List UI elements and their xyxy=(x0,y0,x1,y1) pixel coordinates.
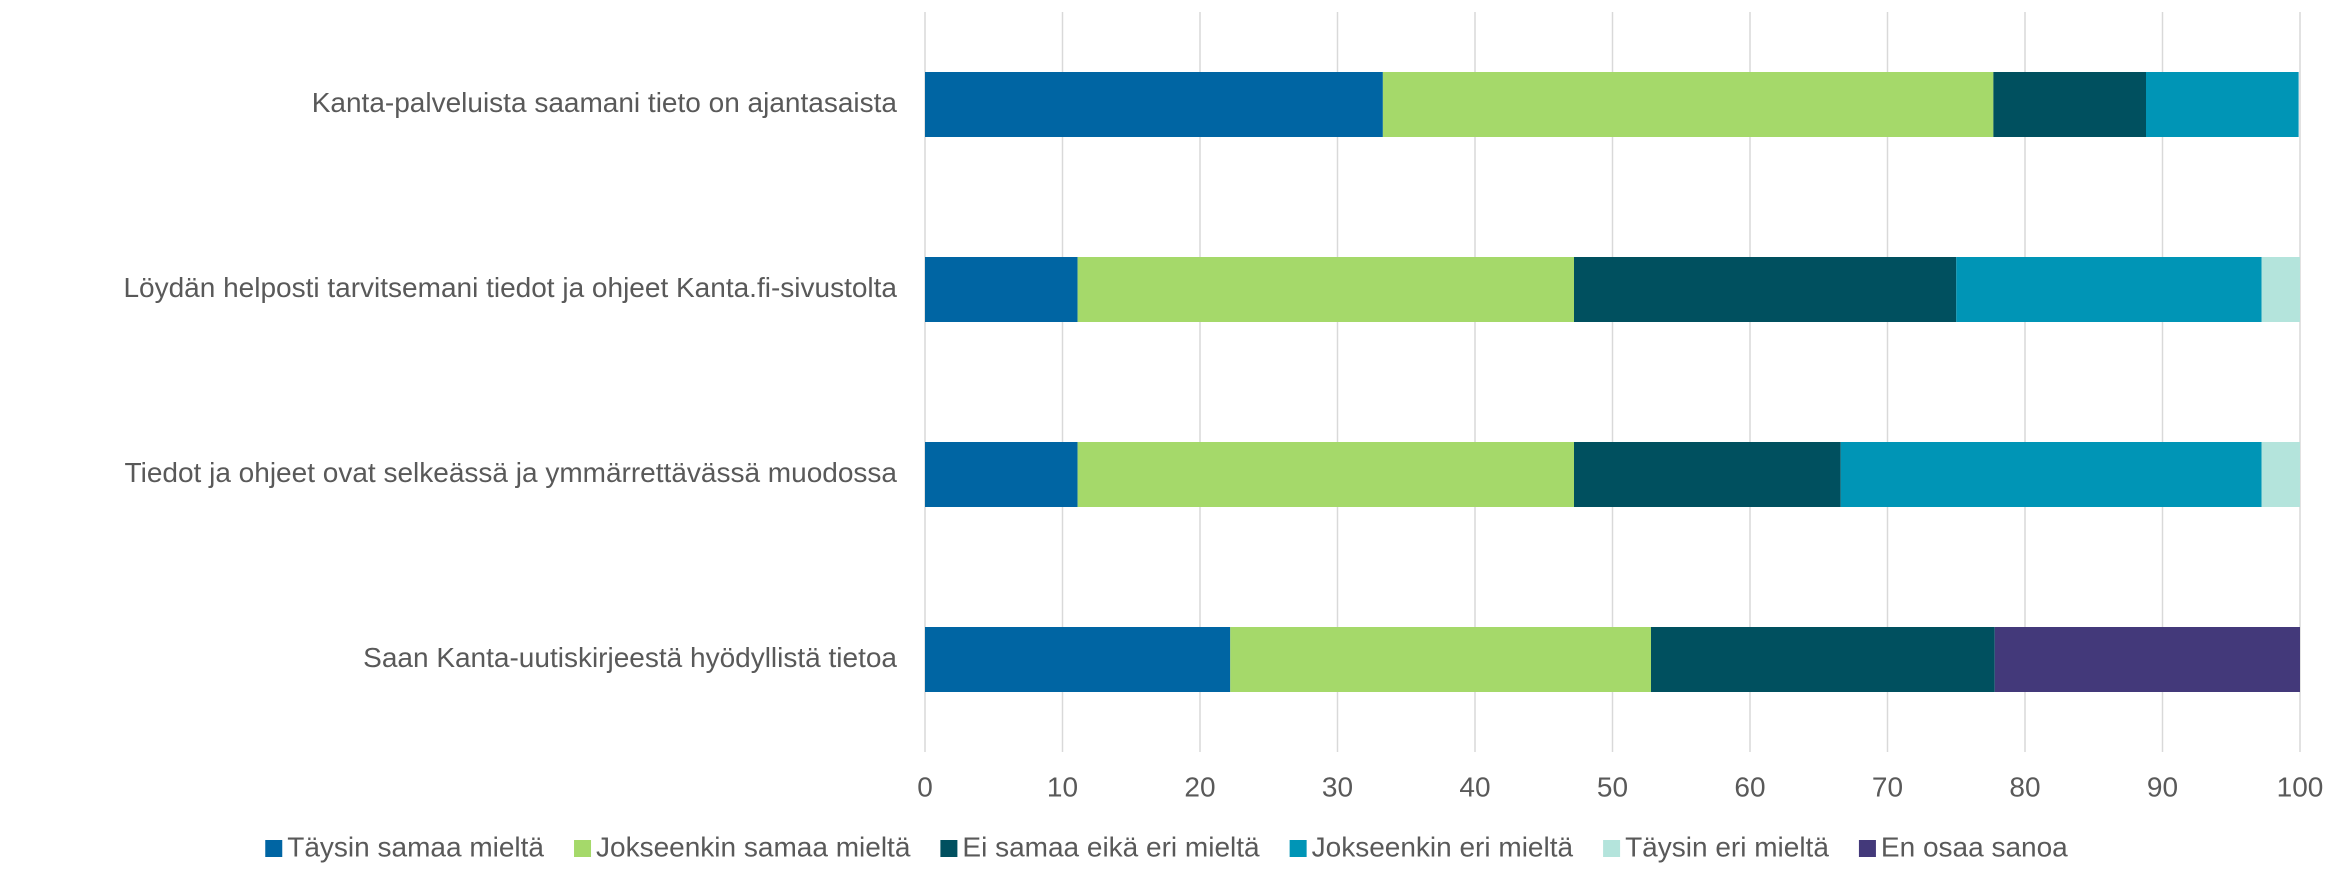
legend-swatch xyxy=(574,840,592,857)
bar-segment xyxy=(925,257,1078,322)
bar-segment xyxy=(2146,72,2299,137)
bar-segment xyxy=(2261,257,2300,322)
legend-label: Jokseenkin eri mieltä xyxy=(1312,831,1574,862)
bar-segment xyxy=(1993,72,2146,137)
x-tick-label: 0 xyxy=(917,771,933,802)
bar-segment xyxy=(1994,627,2300,692)
legend-swatch xyxy=(1858,840,1876,857)
legend-label: Täysin eri mieltä xyxy=(1625,831,1829,862)
legend-swatch xyxy=(265,840,283,857)
x-tick-label: 20 xyxy=(1184,771,1215,802)
bar-segment xyxy=(1230,627,1651,692)
legend-label: En osaa sanoa xyxy=(1881,831,2068,862)
bar-segment xyxy=(1651,627,1995,692)
bar-segment xyxy=(2261,442,2300,507)
legend-swatch xyxy=(1603,840,1621,857)
bar-segment xyxy=(1077,442,1574,507)
x-tick-label: 100 xyxy=(2277,771,2324,802)
legend-label: Täysin samaa mieltä xyxy=(287,831,544,862)
x-tick-label: 50 xyxy=(1597,771,1628,802)
x-tick-label: 70 xyxy=(1872,771,1903,802)
x-tick-label: 10 xyxy=(1047,771,1078,802)
legend-label: Jokseenkin samaa mieltä xyxy=(596,831,911,862)
bar-segment xyxy=(1382,72,1994,137)
y-tick-label: Tiedot ja ohjeet ovat selkeässä ja ymmär… xyxy=(125,457,898,488)
x-tick-label: 60 xyxy=(1734,771,1765,802)
y-tick-label: Kanta-palveluista saamani tieto on ajant… xyxy=(312,87,898,118)
x-tick-label: 30 xyxy=(1322,771,1353,802)
legend-label: Ei samaa eikä eri mieltä xyxy=(962,831,1260,862)
bar-segment xyxy=(1574,442,1841,507)
y-tick-label: Saan Kanta-uutiskirjeestä hyödyllistä ti… xyxy=(363,642,897,673)
bar-segment xyxy=(1574,257,1957,322)
x-tick-label: 90 xyxy=(2147,771,2178,802)
bar-segment xyxy=(1077,257,1574,322)
legend-swatch xyxy=(1289,840,1307,857)
bar-segment xyxy=(1956,257,2262,322)
y-tick-label: Löydän helposti tarvitsemani tiedot ja o… xyxy=(123,272,897,303)
legend-swatch xyxy=(940,840,958,857)
x-tick-label: 80 xyxy=(2009,771,2040,802)
bar-segment xyxy=(925,442,1078,507)
bar-segment xyxy=(1840,442,2262,507)
bar-segment xyxy=(925,627,1231,692)
x-tick-label: 40 xyxy=(1459,771,1490,802)
bar-segment xyxy=(925,72,1383,137)
